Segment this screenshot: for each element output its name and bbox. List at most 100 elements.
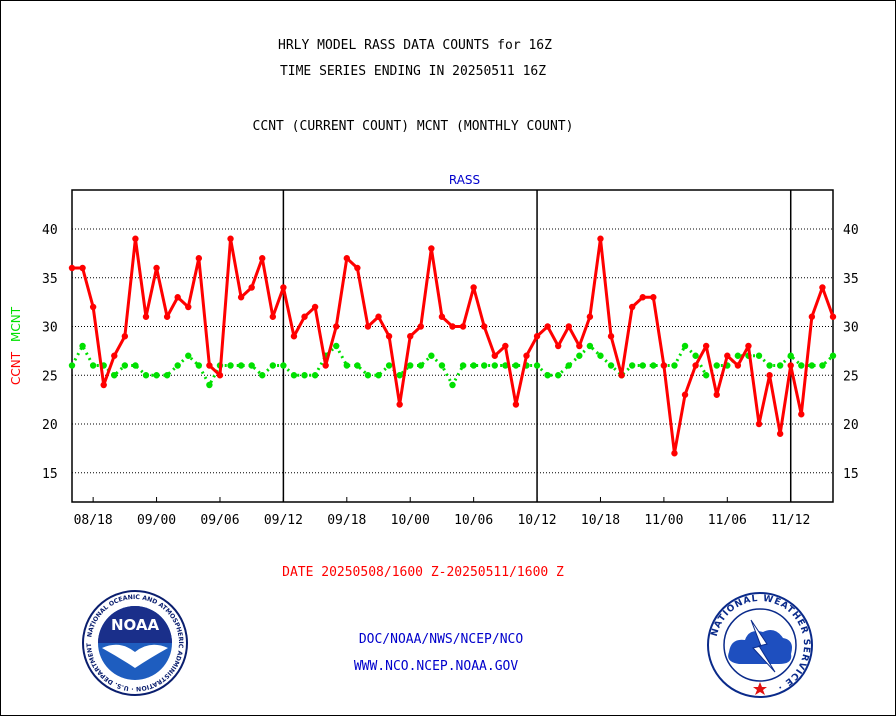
data-point-mcnt	[819, 362, 826, 369]
x-tick-label-08-18: 08/18	[74, 513, 113, 528]
data-point-ccnt	[290, 333, 298, 340]
website-link[interactable]: WWW.NCO.NCEP.NOAA.GOV	[353, 659, 519, 674]
data-point-ccnt	[417, 323, 424, 330]
x-tick-label-09-18: 09/18	[327, 513, 366, 528]
data-point-ccnt	[142, 313, 150, 320]
data-point-ccnt	[185, 303, 192, 311]
data-point-ccnt	[174, 294, 181, 301]
data-point-ccnt	[470, 284, 477, 291]
noaa-center-text: NOAA	[111, 616, 160, 634]
data-point-ccnt	[798, 411, 805, 418]
data-point-ccnt	[248, 284, 255, 291]
data-point-mcnt	[290, 372, 298, 379]
data-point-mcnt	[68, 362, 76, 369]
data-point-mcnt	[755, 352, 763, 359]
data-point-ccnt	[502, 342, 509, 350]
data-point-mcnt	[121, 362, 129, 369]
y-tick-label-left-15: 15	[42, 467, 58, 482]
x-tick-label-09-12: 09/12	[264, 513, 303, 528]
data-point-mcnt	[185, 352, 192, 359]
data-point-mcnt	[470, 362, 477, 369]
data-point-ccnt	[660, 362, 668, 369]
y-tick-label-left-35: 35	[42, 272, 58, 287]
data-point-ccnt	[396, 401, 403, 408]
data-point-mcnt	[301, 372, 308, 379]
data-point-ccnt	[597, 235, 604, 242]
data-point-mcnt	[375, 372, 382, 379]
y-tick-label-left-25: 25	[42, 369, 58, 384]
data-point-ccnt	[702, 342, 710, 350]
data-point-ccnt	[692, 362, 699, 369]
data-point-mcnt	[385, 362, 393, 369]
data-point-mcnt	[681, 342, 689, 350]
data-point-mcnt	[533, 362, 541, 369]
data-point-mcnt	[565, 362, 572, 369]
data-point-ccnt	[639, 294, 646, 301]
data-point-ccnt	[724, 352, 731, 359]
data-point-ccnt	[89, 303, 97, 311]
data-point-ccnt	[121, 333, 129, 340]
data-point-mcnt	[227, 362, 234, 369]
data-point-ccnt	[607, 333, 615, 340]
y-tick-label-right-20: 20	[843, 418, 859, 433]
data-point-ccnt	[618, 372, 625, 379]
data-point-ccnt	[650, 294, 657, 301]
x-tick-label-11-00: 11/00	[644, 513, 683, 528]
data-point-mcnt	[798, 362, 805, 369]
data-point-ccnt	[671, 450, 678, 457]
y-tick-label-right-40: 40	[843, 223, 859, 238]
y-axis-label-mcnt: MCNT	[9, 306, 23, 342]
data-point-mcnt	[428, 352, 435, 359]
y-tick-label-right-30: 30	[843, 321, 859, 336]
data-point-mcnt	[364, 372, 372, 379]
data-point-mcnt	[639, 362, 646, 369]
data-point-ccnt	[533, 333, 541, 340]
data-point-mcnt	[89, 362, 97, 369]
data-point-mcnt	[163, 372, 171, 379]
data-point-ccnt	[132, 235, 139, 242]
data-point-mcnt	[237, 362, 245, 369]
data-point-ccnt	[491, 352, 498, 359]
data-point-ccnt	[269, 313, 277, 320]
date-range-label: DATE 20250508/1600 Z-20250511/1600 Z	[282, 565, 564, 580]
data-point-ccnt	[111, 352, 118, 359]
data-point-mcnt	[111, 372, 118, 379]
x-tick-label-10-12: 10/12	[517, 513, 556, 528]
data-point-ccnt	[776, 430, 784, 437]
data-point-ccnt	[343, 255, 351, 262]
data-point-mcnt	[311, 372, 319, 379]
data-point-mcnt	[354, 362, 361, 369]
data-point-ccnt	[227, 235, 234, 242]
y-tick-label-left-30: 30	[42, 321, 58, 336]
chart-title-line1: HRLY MODEL RASS DATA COUNTS for 16Z	[278, 38, 552, 53]
data-point-ccnt	[428, 245, 435, 252]
data-point-ccnt	[481, 323, 488, 330]
data-point-ccnt	[79, 264, 86, 272]
data-point-ccnt	[322, 362, 329, 369]
data-point-ccnt	[100, 381, 107, 389]
y-tick-label-left-20: 20	[42, 418, 58, 433]
chart-title-line2: TIME SERIES ENDING IN 20250511 16Z	[279, 64, 547, 79]
data-point-ccnt	[449, 323, 456, 330]
data-point-mcnt	[79, 342, 86, 350]
data-point-mcnt	[132, 362, 139, 369]
data-point-mcnt	[512, 362, 520, 369]
data-point-mcnt	[269, 362, 277, 369]
data-point-mcnt	[787, 352, 794, 359]
data-point-ccnt	[554, 342, 562, 350]
y-axis-label-ccnt: CCNT	[9, 351, 23, 385]
data-point-mcnt	[195, 362, 203, 369]
data-point-mcnt	[206, 381, 213, 389]
data-point-mcnt	[343, 362, 351, 369]
x-tick-label-10-06: 10/06	[454, 513, 493, 528]
data-point-mcnt	[280, 362, 287, 369]
data-point-mcnt	[544, 372, 551, 379]
data-point-ccnt	[206, 362, 213, 369]
data-point-ccnt	[808, 313, 816, 320]
x-tick-label-10-18: 10/18	[581, 513, 620, 528]
x-tick-label-09-00: 09/00	[137, 513, 176, 528]
data-point-ccnt	[354, 264, 361, 272]
data-point-ccnt	[766, 372, 773, 379]
data-point-ccnt	[407, 333, 414, 340]
